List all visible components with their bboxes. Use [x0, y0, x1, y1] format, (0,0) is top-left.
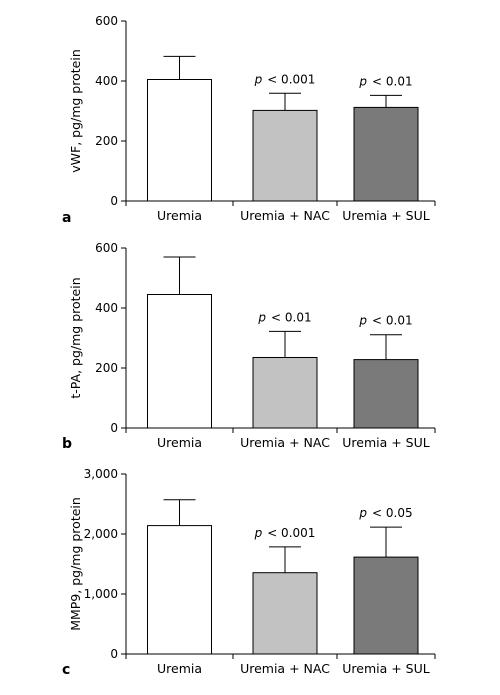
bar-2: [252, 572, 318, 655]
y-tick-label: 200: [95, 134, 118, 148]
category-label: Uremia + SUL: [342, 435, 430, 450]
y-tick-label: 1,000: [84, 587, 118, 601]
y-axis-label: MMP9, pg/mg protein: [68, 497, 83, 631]
y-tick-label: 600: [95, 14, 118, 28]
p-value: < 0.01: [271, 310, 312, 324]
y-tick-label: 600: [95, 241, 118, 255]
y-tick-label: 0: [110, 647, 118, 661]
bar-3: [353, 556, 419, 655]
y-tick-label: 200: [95, 361, 118, 375]
chart-panel-c: 0 1,000 2,000 3,000 MMP9, pg/mg protein c Urem…: [62, 467, 436, 678]
category-label: Uremia + NAC: [240, 435, 330, 450]
p-value: < 0.01: [372, 314, 413, 328]
p-symbol: p: [358, 314, 367, 328]
y-tick-label: 2,000: [84, 527, 118, 541]
bar-1: [147, 525, 212, 655]
category-label: Uremia: [157, 435, 202, 450]
p-value-annotation: p < 0.01: [358, 74, 412, 88]
p-value: < 0.001: [267, 526, 315, 540]
p-symbol: p: [257, 310, 266, 324]
category-label: Uremia + NAC: [240, 661, 330, 676]
panel-letter: a: [62, 210, 71, 226]
category-label: Uremia + SUL: [342, 208, 430, 223]
chart-panel-b: 0 200 400 600 t-PA, pg/mg protein b Uremia Urem…: [62, 241, 436, 452]
y-tick-label: 0: [110, 194, 118, 208]
p-value-annotation: p < 0.01: [358, 314, 412, 328]
category-label: Uremia + SUL: [342, 661, 430, 676]
panel-letter: c: [62, 662, 70, 678]
p-symbol: p: [254, 72, 263, 86]
p-value-annotation: p < 0.001: [254, 72, 316, 86]
category-label: Uremia: [157, 661, 202, 676]
bar-3: [353, 359, 419, 429]
y-tick-label: 3,000: [84, 467, 118, 481]
bar-1: [147, 79, 212, 202]
p-value: < 0.01: [372, 74, 413, 88]
bar-3: [353, 106, 419, 202]
p-value: < 0.001: [267, 72, 315, 86]
p-value: < 0.05: [372, 506, 413, 520]
y-tick-label: 400: [95, 301, 118, 315]
bar-1: [147, 294, 212, 429]
y-axis-label: vWF, pg/mg protein: [68, 49, 83, 173]
p-value-annotation: p < 0.01: [257, 310, 311, 324]
y-tick-label: 0: [110, 421, 118, 435]
y-axis-label: t-PA, pg/mg protein: [68, 277, 83, 398]
p-symbol: p: [358, 74, 367, 88]
category-label: Uremia: [157, 208, 202, 223]
p-value-annotation: p < 0.001: [254, 526, 316, 540]
y-tick-label: 400: [95, 74, 118, 88]
bar-2: [252, 357, 318, 429]
panel-letter: b: [62, 436, 72, 452]
p-value-annotation: p < 0.05: [358, 506, 412, 520]
chart-panel-a: 0 200 400 600 vWF, pg/mg protein a Uremia Uremi…: [62, 14, 436, 226]
bar-2: [252, 109, 318, 202]
p-symbol: p: [254, 526, 263, 540]
category-label: Uremia + NAC: [240, 208, 330, 223]
p-symbol: p: [358, 506, 367, 520]
